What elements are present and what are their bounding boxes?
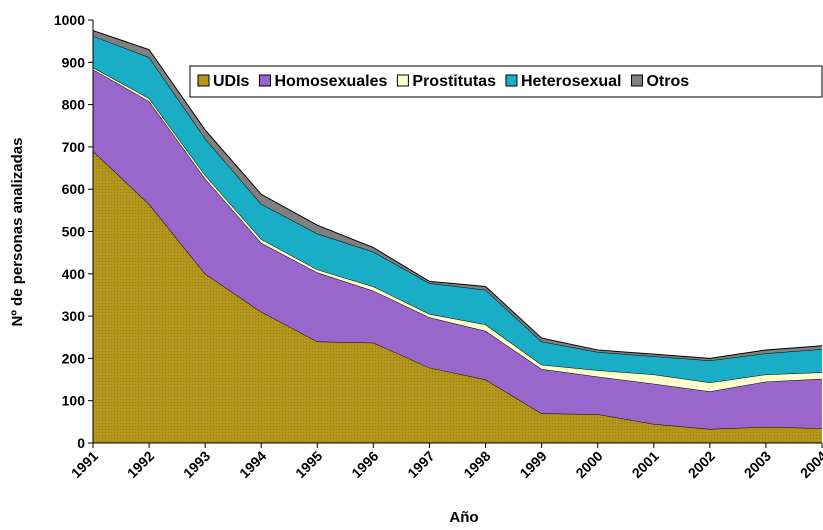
x-tick-label: 1994 [236,448,269,481]
x-tick-label: 2000 [572,448,605,481]
x-tick-label: 1999 [516,448,549,481]
area-texture [93,151,822,443]
y-tick-label: 400 [62,266,86,282]
y-tick-label: 700 [62,139,86,155]
legend-label: UDIs [213,73,250,90]
x-tick-label: 1991 [68,448,101,481]
x-tick-label: 1992 [124,448,157,481]
x-tick-label: 2002 [685,448,718,481]
x-tick-label: 2001 [629,448,662,481]
y-tick-label: 300 [62,308,86,324]
y-tick-label: 100 [62,393,86,409]
x-tick-label: 2003 [741,448,774,481]
legend-label: Otros [646,73,689,90]
y-tick-label: 200 [62,350,86,366]
x-tick-label: 2004 [797,448,823,481]
y-tick-label: 800 [62,97,86,113]
x-tick-label: 1993 [180,448,213,481]
legend-label: Prostitutas [412,73,496,90]
y-tick-label: 500 [62,224,86,240]
area [93,69,822,430]
x-tick-label: 1996 [348,448,381,481]
y-tick-label: 600 [62,181,86,197]
legend-swatch [197,74,210,87]
y-tick-label: 1000 [54,12,85,28]
area [93,36,822,383]
legend-swatch [505,74,518,87]
area-edge [92,30,823,359]
legend: UDIs Homosexuales Prostitutas Heterosexual O… [189,65,823,98]
x-axis-label: Año [449,509,478,526]
x-tick-label: 1995 [292,448,325,481]
x-tick-label: 1998 [460,448,493,481]
legend-swatch [630,74,643,87]
y-tick-label: 0 [77,435,85,451]
x-tick-label: 1997 [404,448,437,481]
legend-swatch [396,74,409,87]
legend-label: Homosexuales [274,73,387,90]
y-tick-label: 900 [62,54,86,70]
legend-swatch [258,74,271,87]
legend-label: Heterosexual [521,73,622,90]
y-axis-label: Nº de personas analizadas [9,138,26,327]
